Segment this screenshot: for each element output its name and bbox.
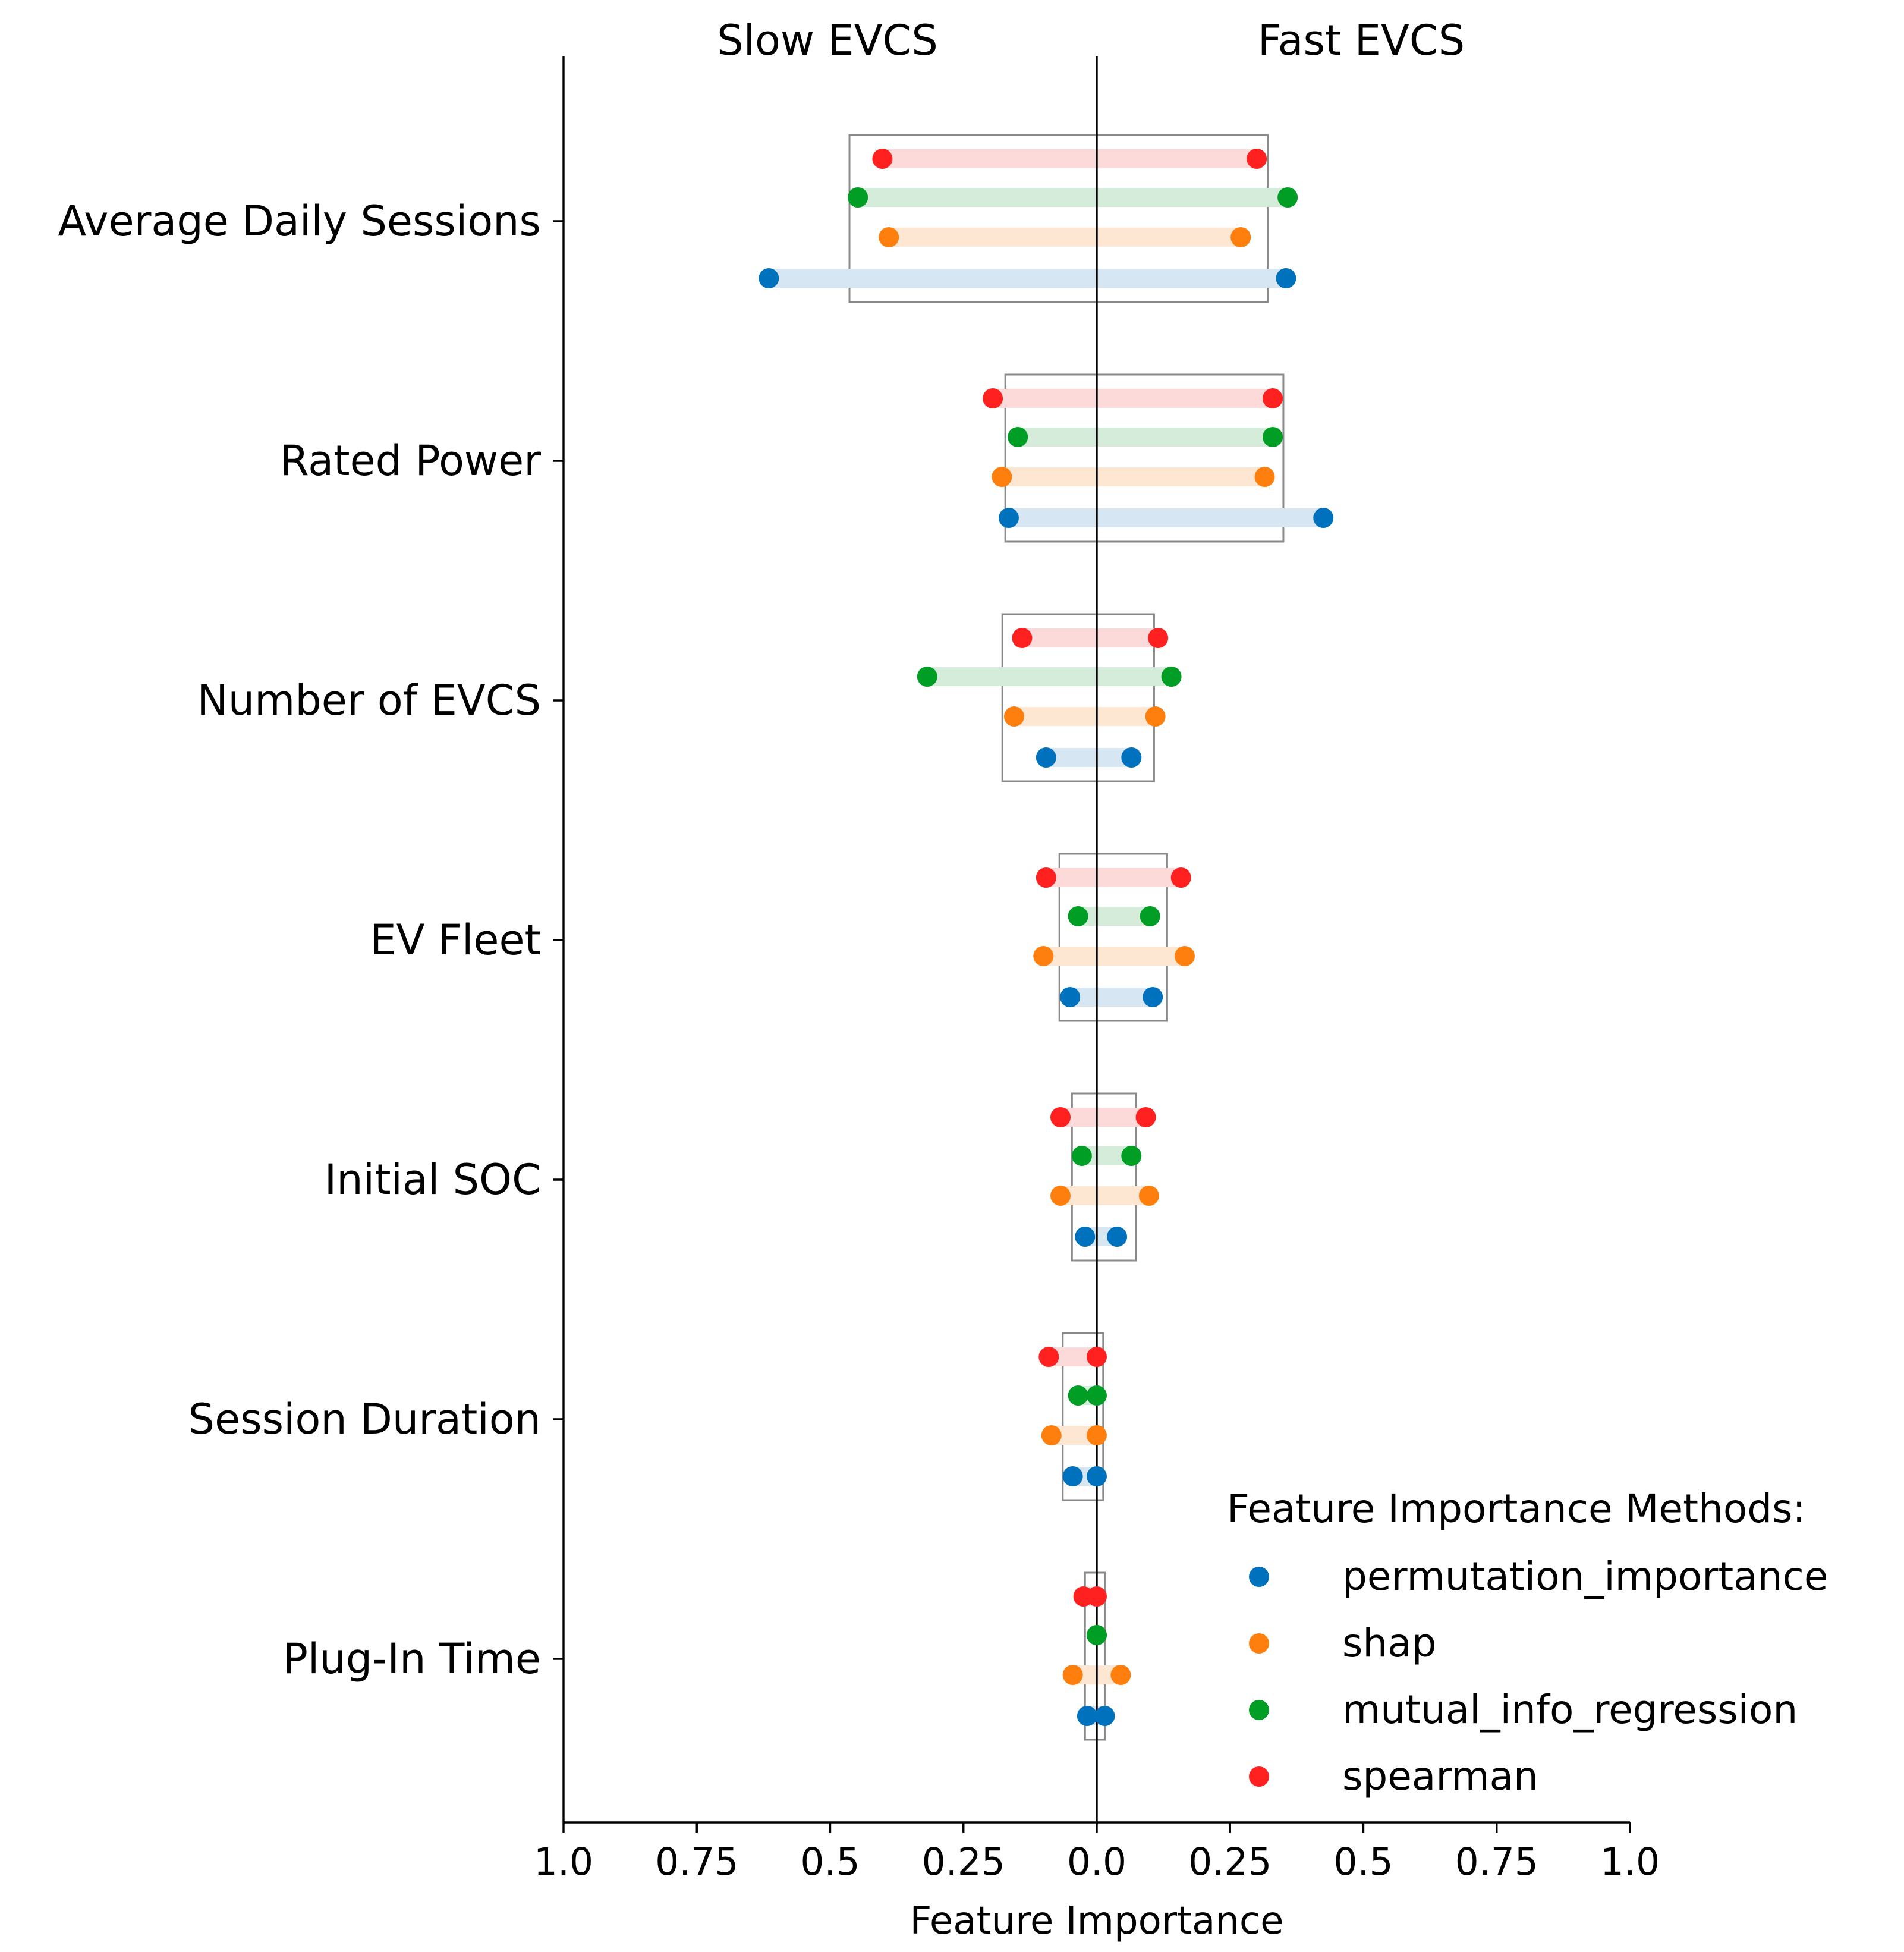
slow-point-spearman [1036, 867, 1056, 888]
range-box [848, 134, 1269, 303]
fast-point-shap [1145, 706, 1166, 727]
slow-point-mutual_info_regression [848, 187, 868, 208]
fast-point-mutual_info_regression [1161, 667, 1182, 687]
fast-point-permutation_importance [1107, 1227, 1128, 1247]
x-tick-label: 0.5 [1333, 1840, 1393, 1884]
fast-point-shap [1175, 946, 1195, 966]
slow-point-shap [879, 227, 899, 247]
slow-point-shap [1050, 1186, 1071, 1206]
range-box [1058, 853, 1168, 1022]
slow-point-mutual_info_regression [917, 667, 937, 687]
range-box [1071, 1092, 1137, 1262]
fast-point-mutual_info_regression [1263, 427, 1283, 447]
category-label: Rated Power [280, 436, 541, 485]
range-box [1004, 373, 1285, 543]
slow-point-mutual_info_regression [1068, 1385, 1088, 1406]
slow-point-permutation_importance [1075, 1227, 1096, 1247]
category-label: EV Fleet [370, 916, 541, 964]
slow-point-shap [1033, 946, 1054, 966]
x-ticks: 1.0 0.75 0.5 0.25 0.0 0.25 0.5 0.75 1.0 [534, 1822, 1660, 1884]
fast-point-shap [1087, 1425, 1107, 1445]
fast-point-shap [1110, 1665, 1131, 1685]
slow-point-permutation_importance [1077, 1706, 1097, 1726]
slow-point-shap [1003, 706, 1024, 727]
legend-label-spearman: spearman [1342, 1753, 1538, 1799]
fast-point-spearman [1263, 388, 1283, 408]
fast-point-mutual_info_regression [1087, 1625, 1107, 1645]
legend-label-permutation_importance: permutation_importance [1342, 1554, 1828, 1599]
slow-point-spearman [983, 388, 1003, 408]
slow-point-spearman [1012, 628, 1033, 648]
x-tick-label: 0.75 [655, 1840, 738, 1884]
slow-point-permutation_importance [1036, 747, 1056, 768]
fast-point-permutation_importance [1094, 1706, 1115, 1726]
legend-marker-shap [1249, 1633, 1269, 1654]
fast-point-mutual_info_regression [1087, 1385, 1107, 1406]
legend-title: Feature Importance Methods: [1227, 1486, 1806, 1532]
legend-label-shap: shap [1342, 1620, 1437, 1666]
legend-marker-permutation_importance [1249, 1567, 1269, 1587]
fast-point-mutual_info_regression [1277, 187, 1298, 208]
slow-point-mutual_info_regression [1068, 906, 1088, 926]
slow-point-permutation_importance [1062, 1466, 1083, 1486]
range-boxes [848, 134, 1285, 1741]
slow-point-shap [1041, 1425, 1062, 1445]
fast-point-spearman [1087, 1586, 1107, 1607]
slow-point-mutual_info_regression [1008, 427, 1028, 447]
x-tick-label: 1.0 [1600, 1840, 1660, 1884]
slow-point-spearman [1038, 1347, 1059, 1367]
slow-point-spearman [872, 149, 893, 169]
x-tick-label: 1.0 [534, 1840, 593, 1884]
slow-point-permutation_importance [759, 268, 779, 288]
fast-point-permutation_importance [1121, 747, 1142, 768]
dumbbell-dots [759, 149, 1334, 1726]
fast-point-permutation_importance [1087, 1466, 1107, 1486]
range-box [1001, 613, 1155, 782]
x-tick-label: 0.5 [800, 1840, 860, 1884]
category-label: Average Daily Sessions [58, 197, 541, 246]
range-box [1084, 1571, 1106, 1741]
fast-point-shap [1230, 227, 1251, 247]
fast-point-mutual_info_regression [1121, 1146, 1142, 1166]
slow-point-shap [1062, 1665, 1083, 1685]
dumbbell-lines [769, 149, 1324, 1725]
slow-point-permutation_importance [1060, 987, 1081, 1007]
legend-label-mutual_info_regression: mutual_info_regression [1342, 1687, 1798, 1733]
category-label: Initial SOC [325, 1155, 541, 1204]
fast-point-permutation_importance [1276, 268, 1296, 288]
legend-marker-mutual_info_regression [1249, 1700, 1269, 1720]
slow-point-permutation_importance [998, 508, 1019, 528]
x-tick-label: 0.25 [1188, 1840, 1272, 1884]
fast-point-spearman [1247, 149, 1267, 169]
slow-point-shap [992, 467, 1012, 487]
fast-evcs-title: Fast EVCS [1258, 16, 1465, 65]
fast-point-spearman [1135, 1107, 1156, 1127]
x-tick-label: 0.0 [1067, 1840, 1126, 1884]
category-label: Number of EVCS [197, 676, 541, 725]
x-tick-label: 0.25 [922, 1840, 1005, 1884]
fast-point-permutation_importance [1313, 508, 1334, 528]
fast-point-mutual_info_regression [1140, 906, 1160, 926]
fast-point-spearman [1170, 867, 1191, 888]
legend: Feature Importance Methods: permutation_… [1227, 1486, 1828, 1799]
fast-point-spearman [1148, 628, 1169, 648]
fast-point-spearman [1087, 1347, 1107, 1367]
fast-point-permutation_importance [1143, 987, 1163, 1007]
x-tick-label: 0.75 [1455, 1840, 1538, 1884]
range-box [1062, 1332, 1104, 1501]
slow-point-mutual_info_regression [1071, 1146, 1092, 1166]
y-category-labels: Average Daily Sessions Rated Power Number … [58, 197, 564, 1683]
fast-point-shap [1254, 467, 1275, 487]
x-axis-title: Feature Importance [910, 1899, 1284, 1943]
slow-evcs-title: Slow EVCS [717, 16, 938, 65]
legend-marker-spearman [1249, 1766, 1269, 1787]
fast-point-shap [1138, 1186, 1159, 1206]
slow-point-spearman [1050, 1107, 1071, 1127]
category-label: Plug-In Time [283, 1634, 541, 1683]
category-label: Session Duration [188, 1395, 541, 1444]
